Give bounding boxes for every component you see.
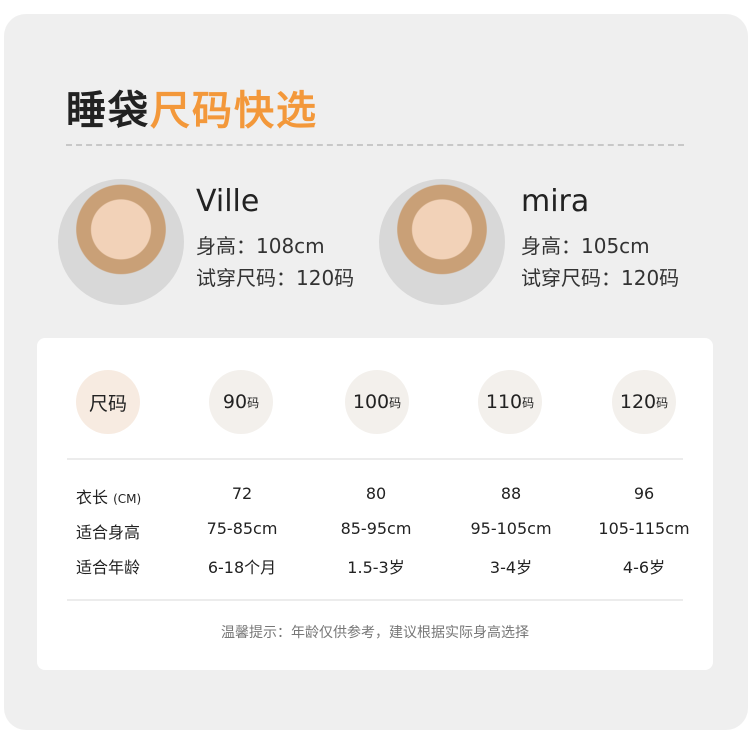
size-90: 90 码	[209, 370, 273, 434]
divider	[67, 599, 683, 601]
cell: 75-85cm	[206, 519, 278, 538]
table-row-height: 适合身高 75-85cm 85-95cm 95-105cm 105-115cm	[37, 519, 713, 549]
cell: 80	[365, 484, 387, 503]
size-num: 90	[222, 391, 248, 413]
cell: 105-115cm	[598, 519, 690, 538]
model-name: mira	[521, 184, 590, 219]
size-header: 尺码	[76, 370, 140, 434]
cell: 72	[231, 484, 253, 503]
cell: 4-6岁	[622, 558, 666, 577]
model-name: Ville	[196, 184, 260, 219]
label-unit: (CM)	[113, 492, 142, 506]
title-part1: 睡袋	[66, 88, 150, 134]
table-row-length: 衣长 (CM) 72 80 88 96	[37, 484, 713, 514]
model-size: 试穿尺码：120码	[196, 266, 355, 290]
cell: 96	[633, 484, 655, 503]
row-label: 适合年龄	[76, 558, 141, 577]
model-height: 身高：108cm	[196, 234, 325, 258]
cell: 95-105cm	[470, 519, 552, 538]
model-photo-mira	[379, 179, 505, 305]
size-num: 100	[352, 391, 390, 413]
size-table: 尺码 90 码 100 码 110 码 120 码 衣长 (CM) 72 80 88 9…	[37, 338, 713, 670]
label-text: 衣长	[76, 488, 109, 507]
cell: 3-4岁	[489, 558, 533, 577]
divider	[67, 458, 683, 460]
model-size: 试穿尺码：120码	[521, 266, 680, 290]
dashed-divider	[66, 144, 684, 146]
table-row-age: 适合年龄 6-18个月 1.5-3岁 3-4岁 4-6岁	[37, 554, 713, 584]
cell: 88	[500, 484, 522, 503]
model-height: 身高：105cm	[521, 234, 650, 258]
size-unit: 码	[247, 395, 260, 410]
cell: 1.5-3岁	[347, 558, 405, 577]
size-120: 120 码	[612, 370, 676, 434]
size-110: 110 码	[478, 370, 542, 434]
row-label: 衣长 (CM)	[76, 484, 141, 508]
tip-note: 温馨提示：年龄仅供参考，建议根据实际身高选择	[221, 625, 529, 641]
cell: 6-18个月	[207, 558, 277, 577]
size-num: 120	[619, 391, 657, 413]
title-part2: 尺码快选	[150, 88, 318, 134]
size-100: 100 码	[345, 370, 409, 434]
size-unit: 码	[389, 395, 402, 410]
size-num: 110	[485, 391, 523, 413]
model-photo-ville	[58, 179, 184, 305]
size-unit: 码	[656, 395, 669, 410]
model-info: 身高：105cm 试穿尺码：120码	[521, 230, 679, 294]
model-info: 身高：108cm 试穿尺码：120码	[196, 230, 354, 294]
page-title: 睡袋尺码快选	[66, 78, 318, 136]
size-unit: 码	[522, 395, 535, 410]
row-label: 适合身高	[76, 523, 141, 542]
cell: 85-95cm	[340, 519, 412, 538]
